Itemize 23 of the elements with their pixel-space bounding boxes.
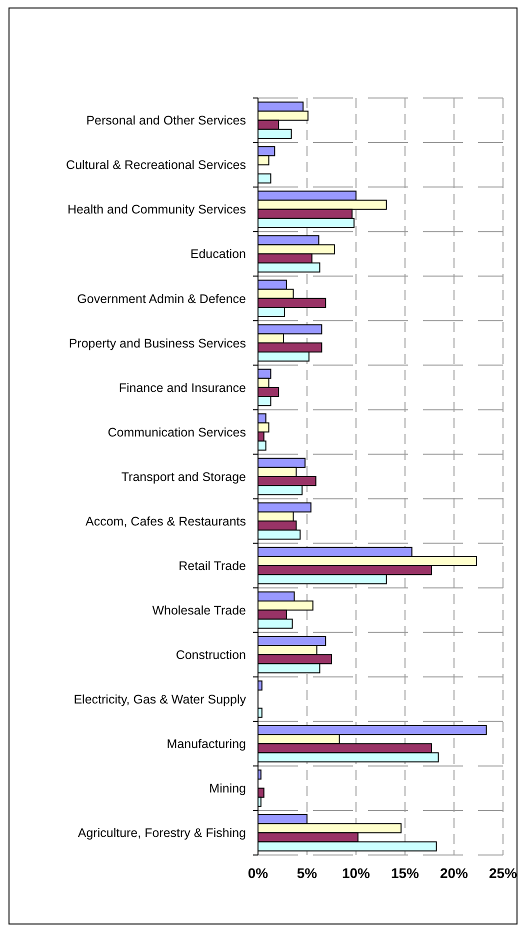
y-tick-label: Education [190, 247, 246, 262]
y-tick-label: Property and Business Services [68, 336, 246, 350]
x-tick-label: 5% [296, 865, 318, 881]
y-tick-label: Transport and Storage [121, 470, 246, 484]
y-tick-label: Mining [209, 782, 246, 796]
y-tick-label: Personal and Other Services [86, 114, 246, 128]
y-tick-label: Retail Trade [178, 558, 246, 573]
y-tick-label: Cultural & Recreational Services [66, 158, 246, 172]
x-tick-label: 25% [488, 865, 518, 881]
y-tick-label: Agriculture, Forestry & Fishing [78, 826, 246, 840]
y-tick-label: Construction [176, 648, 246, 662]
y-tick-label: Communication Services [108, 425, 246, 440]
x-tick-label: 20% [440, 865, 469, 881]
y-tick-label: Electricity, Gas & Water Supply [74, 692, 247, 707]
x-tick-label: 10% [342, 865, 371, 881]
x-tick-label: 0% [248, 865, 269, 881]
x-tick-label: 15% [390, 865, 420, 881]
y-tick-label: Government Admin & Defence [77, 292, 246, 306]
y-tick-label: Health and Community Services [67, 202, 246, 217]
y-tick-label: Finance and Insurance [118, 380, 246, 395]
y-tick-label: Manufacturing [166, 737, 246, 752]
y-tick-label: Accom, Cafes & Restaurants [86, 514, 246, 528]
y-tick-label: Wholesale Trade [152, 603, 246, 618]
